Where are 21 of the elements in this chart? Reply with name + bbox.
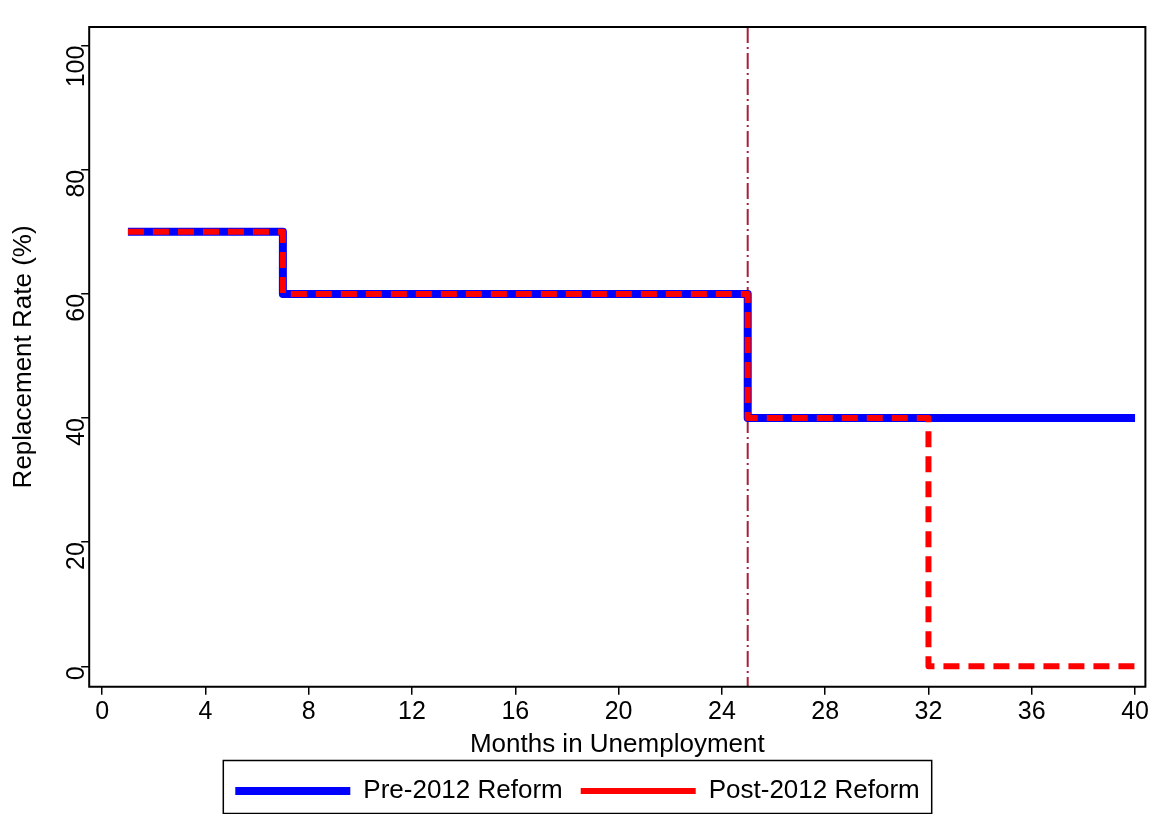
x-tick-label: 24 <box>707 695 736 724</box>
y-tick-label: 80 <box>61 169 90 198</box>
x-tick-label: 16 <box>501 695 530 724</box>
x-tick-label: 8 <box>301 695 316 724</box>
y-tick-label: 20 <box>61 542 90 570</box>
x-tick-label: 28 <box>811 695 840 724</box>
x-axis-title: Months in Unemployment <box>469 727 766 758</box>
x-tick-label: 32 <box>914 695 943 724</box>
x-tick-label: 0 <box>95 695 110 724</box>
y-tick-label: 60 <box>61 293 90 322</box>
x-tick-label: 40 <box>1121 695 1149 724</box>
y-axis-title: Replacement Rate (%) <box>6 225 37 489</box>
legend-label: Pre-2012 Reform <box>363 774 563 805</box>
y-tick-label: 100 <box>61 45 90 88</box>
y-tick-label: 40 <box>61 418 90 446</box>
x-tick-label: 36 <box>1017 695 1046 724</box>
legend-label: Post-2012 Reform <box>708 774 920 805</box>
y-tick-label: 0 <box>61 666 90 681</box>
x-tick-label: 4 <box>198 695 213 724</box>
x-tick-label: 20 <box>604 695 633 724</box>
x-tick-label: 12 <box>398 695 426 724</box>
